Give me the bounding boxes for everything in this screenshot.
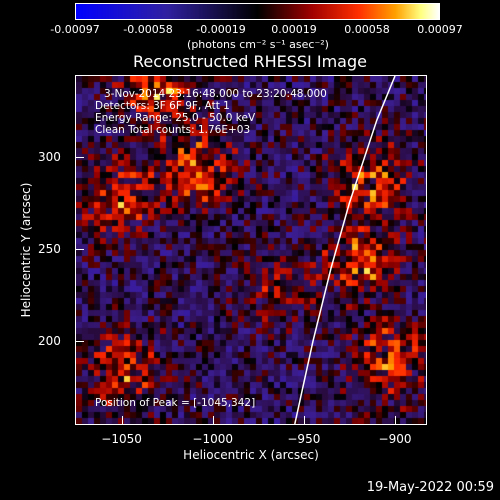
colorbar-tick-label: 0.00019 <box>271 23 317 36</box>
y-tick-mark <box>76 341 84 343</box>
y-tick-mark <box>76 157 84 159</box>
plot-area: 3-Nov-2014 23:16:48.000 to 23:20:48.000 … <box>75 75 427 425</box>
colorbar-tick-label: -0.00097 <box>50 23 100 36</box>
annotation-algorithm: Clean Total counts: 1.76E+03 <box>95 124 251 136</box>
heatmap-image <box>76 76 426 424</box>
x-axis-label: Heliocentric X (arcsec) <box>183 448 319 462</box>
annotation-detectors: Detectors: 3F 6F 9F, Att 1 <box>95 100 230 112</box>
colorbar-tick-label: 0.00097 <box>417 23 463 36</box>
colorbar-unit: (photons cm⁻² s⁻¹ asec⁻²) <box>187 38 329 51</box>
x-tick-mark <box>395 416 396 424</box>
y-tick-mark <box>76 249 84 251</box>
colorbar-tick-label: 0.00058 <box>344 23 390 36</box>
y-tick-label: 300 <box>38 150 61 165</box>
annotation-peak: Position of Peak = [-1045,342] <box>95 397 256 409</box>
annotation-energy: Energy Range: 25.0 - 50.0 keV <box>95 112 256 124</box>
x-tick-label: −1050 <box>101 432 142 446</box>
footer-date: 19-May-2022 00:59 <box>366 480 494 495</box>
x-tick-mark <box>303 416 305 424</box>
y-axis-label: Heliocentric Y (arcsec) <box>19 182 33 318</box>
x-tick-label: −950 <box>287 432 321 446</box>
limb-line <box>294 76 396 424</box>
colorbar <box>75 3 440 20</box>
limb-curve <box>294 76 396 424</box>
colorbar-tick-label: -0.00019 <box>196 23 246 36</box>
y-tick-label: 250 <box>38 242 61 257</box>
colorbar-tick-label: -0.00058 <box>123 23 173 36</box>
y-tick-label: 200 <box>38 334 61 349</box>
x-tick-label: −900 <box>378 432 412 446</box>
x-tick-label: −1000 <box>192 432 234 446</box>
x-tick-mark <box>212 416 214 424</box>
chart-title: Reconstructed RHESSI Image <box>133 52 367 71</box>
annotation-time-range: 3-Nov-2014 23:16:48.000 to 23:20:48.000 <box>104 88 327 100</box>
x-tick-mark <box>121 416 123 424</box>
